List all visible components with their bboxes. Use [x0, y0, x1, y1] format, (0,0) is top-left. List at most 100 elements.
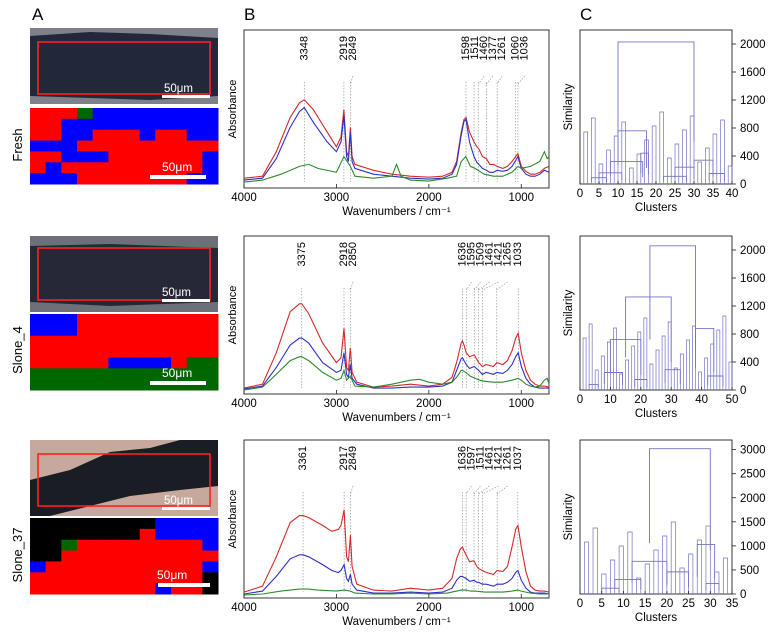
x-tick-label: 3000 — [324, 602, 350, 614]
panel-label-a: A — [32, 5, 44, 24]
map-cell — [45, 583, 62, 595]
map-cell — [92, 518, 109, 530]
map-cell — [202, 314, 219, 326]
map-cell — [155, 314, 172, 326]
map-cell — [124, 173, 141, 185]
dendrogram-fresh: 0 5 10 15 20 25 30 35 400400800120016002000Clust… — [563, 29, 766, 214]
peak-connector — [350, 75, 354, 85]
map-cell — [171, 118, 188, 131]
map-cell — [77, 335, 94, 348]
map-cell — [171, 572, 188, 584]
x-tick-label: 5 — [596, 188, 602, 200]
leaf-merge — [722, 557, 729, 594]
map-cell — [108, 572, 125, 584]
map-cell — [171, 528, 188, 541]
peak-label: 1595 — [465, 242, 477, 266]
map-cell — [124, 561, 141, 573]
x-tick-label: 40 — [726, 188, 739, 200]
x-tick-label: 1000 — [508, 192, 534, 204]
map-cell — [108, 140, 125, 152]
map-cell — [30, 335, 47, 348]
spectrum-line-green — [243, 356, 550, 391]
peak-connector — [350, 485, 354, 495]
x-tick-label: 40 — [695, 394, 708, 406]
map-cell — [186, 108, 203, 120]
map-cell — [30, 528, 47, 541]
map-cell — [108, 357, 125, 369]
leaf-merge — [636, 153, 642, 184]
leaf-merge — [613, 135, 619, 184]
map-cell — [155, 550, 172, 562]
peak-label: 1461 — [483, 446, 495, 470]
leaf-merge — [688, 553, 694, 594]
map-cell — [108, 368, 125, 380]
x-tick-label: 35 — [707, 188, 720, 200]
map-cell — [77, 118, 94, 131]
map-cell — [108, 335, 125, 348]
map-cell — [124, 368, 141, 380]
map-cell — [108, 379, 125, 391]
map-cell — [139, 379, 156, 391]
map-scale-bar-label: 50μm — [162, 366, 192, 380]
dendrogram-merge — [708, 173, 725, 181]
leaf-merge — [705, 525, 711, 594]
y-tick-label: 2500 — [740, 469, 766, 481]
plot-frame — [579, 439, 733, 595]
peak-label: 1598 — [460, 36, 472, 60]
leaf-merge — [606, 149, 611, 184]
x-tick-label: 3000 — [324, 192, 350, 204]
map-cell — [92, 173, 109, 185]
map-cell — [186, 368, 203, 380]
map-cell — [186, 151, 203, 163]
peak-connector — [478, 75, 485, 85]
y-tick-label: 400 — [740, 357, 759, 369]
map-cell — [61, 572, 78, 584]
map-cell — [124, 118, 141, 131]
fiber-shape — [30, 440, 218, 516]
y-axis-label: Similarity — [563, 289, 575, 336]
dendrogram-merge — [625, 296, 672, 363]
dendrogram-merge — [640, 152, 649, 175]
map-cell — [77, 572, 94, 584]
map-cell — [186, 324, 203, 337]
dendrogram-merge — [590, 177, 608, 183]
spectrum-line-red — [243, 509, 550, 593]
map-cell — [92, 357, 109, 369]
leaf-merge — [591, 117, 596, 184]
map-cell — [139, 162, 156, 174]
map-cell — [171, 368, 188, 380]
map-cell — [30, 368, 47, 380]
map-cell — [139, 346, 156, 358]
x-tick-label: 15 — [631, 188, 644, 200]
map-cell — [61, 108, 78, 120]
map-cell — [186, 118, 203, 131]
map-cell — [61, 335, 78, 348]
leaf-merge — [583, 541, 590, 594]
map-cell — [202, 129, 219, 142]
map-cell — [61, 561, 78, 573]
peak-label: 1511 — [474, 446, 486, 470]
map-cell — [108, 528, 125, 541]
map-cell — [155, 118, 172, 131]
peak-label: 2917 — [338, 446, 350, 470]
map-scale-bar — [158, 583, 210, 587]
map-cell — [77, 583, 94, 595]
scale-bar-label: 50μm — [164, 83, 193, 95]
peak-connector — [482, 485, 499, 495]
leaf-merge — [710, 343, 715, 390]
leaf-merge — [644, 563, 650, 594]
map-cell — [171, 151, 188, 163]
map-scale-bar — [150, 175, 206, 179]
map-cell — [139, 118, 156, 131]
map-cell — [108, 314, 125, 326]
peak-label: 1461 — [483, 242, 495, 266]
dendrogram-merge — [609, 161, 644, 178]
map-cell — [45, 379, 62, 391]
x-axis-label: Clusters — [635, 612, 677, 624]
map-cell — [139, 129, 156, 142]
map-cell — [108, 583, 125, 595]
map-cell — [92, 140, 109, 152]
